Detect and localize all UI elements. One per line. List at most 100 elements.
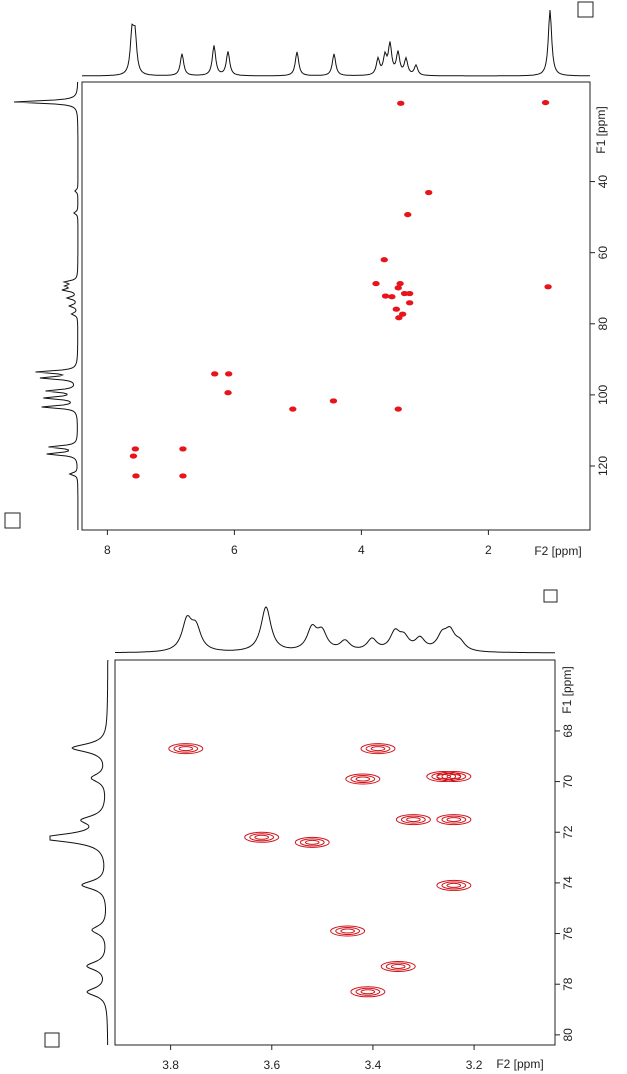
peak: [244, 831, 280, 843]
peak: [224, 371, 233, 377]
y-tick-label: 40: [596, 175, 610, 189]
y-tick-label: 76: [561, 927, 575, 941]
contour: [394, 285, 402, 291]
contour: [345, 773, 381, 785]
icon: [543, 589, 558, 603]
peak: [345, 773, 381, 785]
peak: [425, 189, 433, 196]
y-tick-label: 100: [596, 385, 610, 405]
contour: [446, 817, 462, 823]
peak: [211, 371, 219, 377]
contour: [350, 986, 386, 998]
contour: [405, 290, 414, 297]
x-axis-label: F2 [ppm]: [496, 1057, 543, 1071]
contour: [244, 831, 280, 843]
projection-f1: [49, 660, 109, 1045]
peak: [436, 814, 472, 826]
peak: [372, 281, 380, 287]
contour: [131, 446, 140, 452]
peak: [544, 284, 552, 290]
contour: [446, 882, 462, 888]
peak: [179, 473, 187, 479]
contour: [370, 746, 386, 752]
y-tick-label: 72: [561, 825, 575, 839]
peak: [224, 390, 232, 396]
contour: [431, 772, 457, 781]
contour: [425, 189, 433, 196]
peak: [436, 879, 472, 891]
contour: [224, 371, 233, 377]
contour: [396, 281, 404, 287]
contour: [355, 987, 381, 996]
y-tick-label: 80: [596, 317, 610, 331]
contour: [372, 281, 380, 287]
contour: [381, 293, 390, 299]
peak: [388, 294, 396, 300]
contour: [335, 927, 361, 936]
x-tick-label: 3.6: [263, 1058, 280, 1072]
contour: [441, 815, 467, 824]
peak: [380, 257, 388, 263]
peak: [405, 300, 414, 306]
contour: [224, 390, 232, 396]
peak: [396, 281, 404, 287]
icon: [44, 1032, 60, 1048]
peak: [380, 960, 416, 972]
contour: [129, 453, 138, 459]
peak: [404, 212, 412, 218]
contour: [299, 838, 325, 847]
y-tick-label: 80: [561, 1028, 575, 1042]
y-tick-label: 78: [561, 977, 575, 991]
icon: [4, 512, 21, 529]
contour: [392, 306, 401, 312]
peak: [289, 406, 297, 412]
contour: [405, 300, 414, 306]
y-tick-label: 68: [561, 724, 575, 738]
contour: [294, 836, 330, 848]
contour: [178, 746, 194, 752]
contour: [400, 815, 426, 824]
x-tick-label: 4: [358, 543, 365, 557]
peak: [381, 293, 390, 299]
projection-f2: [81, 9, 590, 77]
peak: [397, 100, 405, 106]
contour: [173, 744, 199, 753]
contour: [436, 814, 472, 826]
contour: [355, 776, 371, 782]
x-tick-label: 2: [485, 543, 492, 557]
peak: [350, 986, 386, 998]
peak: [330, 925, 366, 937]
contour: [360, 743, 396, 755]
contour: [397, 100, 405, 106]
contour: [406, 817, 421, 823]
contour: [441, 881, 467, 890]
contour: [329, 398, 338, 404]
contour: [254, 834, 269, 840]
contour: [544, 284, 552, 290]
peak: [329, 398, 338, 404]
peak: [129, 453, 138, 459]
peak: [392, 306, 401, 312]
contour: [365, 744, 391, 753]
x-tick-label: 6: [231, 543, 238, 557]
y-tick-label: 60: [596, 246, 610, 260]
contour: [380, 257, 388, 263]
contour: [304, 839, 320, 845]
peak: [131, 446, 140, 452]
peak: [168, 743, 204, 755]
plot-frame: [114, 659, 556, 1046]
contour: [390, 963, 406, 969]
contour: [179, 446, 187, 452]
peak: [436, 771, 472, 783]
contour: [436, 879, 472, 891]
peak: [405, 290, 414, 297]
contour: [168, 743, 204, 755]
peak: [395, 315, 403, 321]
contour: [398, 311, 407, 317]
peak: [132, 473, 140, 479]
contour: [436, 771, 472, 783]
y-tick-label: 70: [561, 775, 575, 789]
x-tick-label: 3.4: [365, 1058, 382, 1072]
peak: [294, 836, 330, 848]
